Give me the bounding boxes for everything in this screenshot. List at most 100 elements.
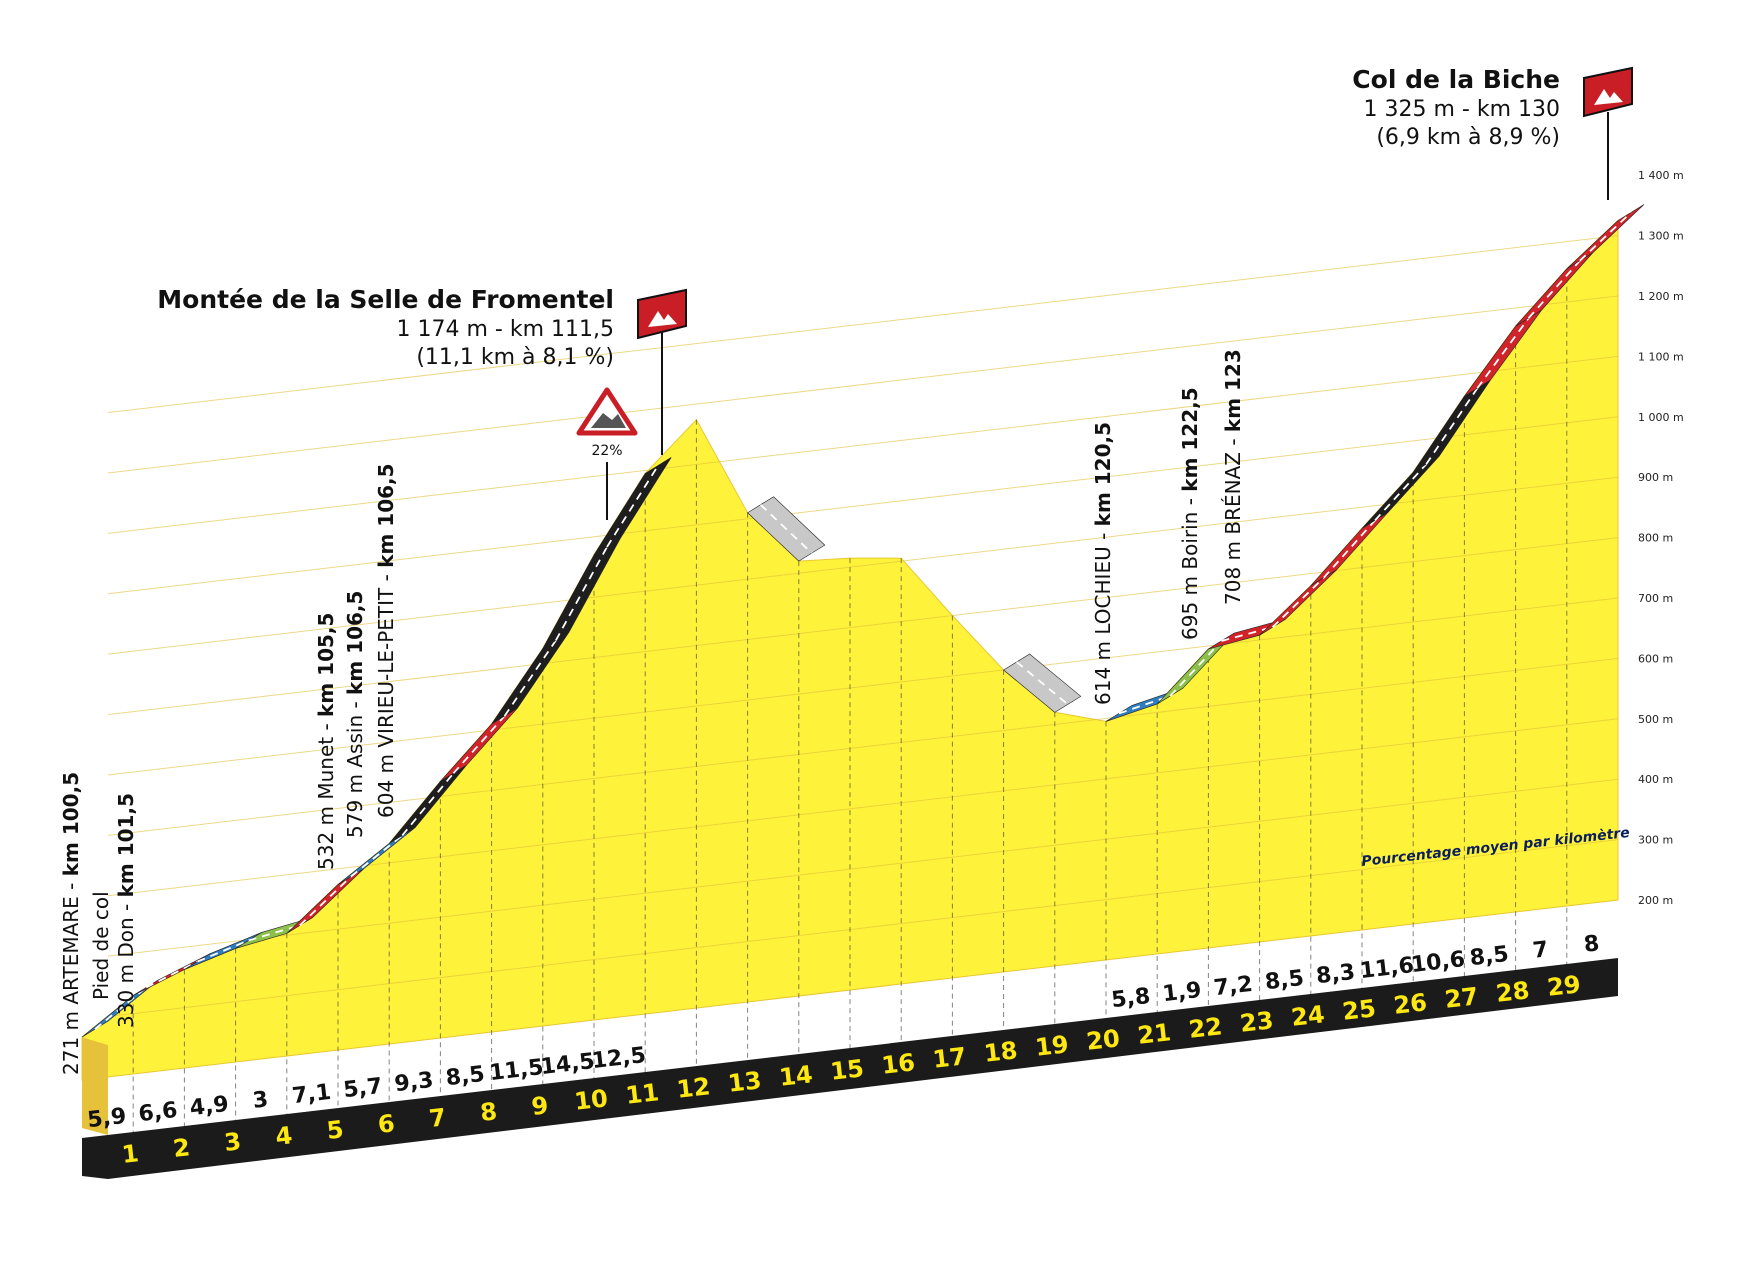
km-gradient-value: 1,9 — [1161, 978, 1203, 1007]
road-centerline — [94, 986, 147, 1030]
road-centerline — [1579, 211, 1632, 262]
road-centerline — [1016, 661, 1069, 706]
km-gradient-value: 5,7 — [342, 1074, 384, 1103]
grid-line-horizontal — [107, 235, 1619, 414]
place-label-boirin: 695 m Boirin - km 122,5 — [1178, 387, 1202, 640]
km-gradient-value: 11,6 — [1358, 953, 1415, 984]
km-marker: 22 — [1187, 1012, 1223, 1044]
road-centerline — [1169, 640, 1223, 697]
km-gradient-value: 5,9 — [86, 1104, 128, 1133]
km-gradient-value: 12,5 — [590, 1043, 647, 1074]
y-tick-label: 1 100 m — [1638, 350, 1684, 363]
grid-line-horizontal — [107, 476, 1619, 655]
road-centerline — [1476, 317, 1530, 389]
climb-2-name: Col de la Biche — [1352, 65, 1560, 94]
grid-line-horizontal — [107, 657, 1619, 836]
grid-line-horizontal — [107, 718, 1619, 897]
km-marker: 23 — [1239, 1006, 1275, 1038]
km-marker: 19 — [1034, 1030, 1070, 1062]
road-centerline — [350, 834, 403, 878]
km-gradient-value: 4,9 — [188, 1092, 230, 1121]
km-marker: 17 — [931, 1042, 967, 1074]
profile-grid — [107, 235, 1619, 1132]
km-marker: 29 — [1546, 970, 1582, 1002]
place-label-lochieu: 614 m LOCHIEU - km 120,5 — [1091, 422, 1115, 705]
km-marker: 28 — [1495, 976, 1531, 1008]
road-centerline — [145, 960, 198, 989]
profile-base — [82, 958, 1618, 1179]
km-marker: 27 — [1443, 982, 1479, 1014]
gradient-segments — [81, 204, 1645, 1038]
y-axis-ticks: 200 m 300 m 400 m 500 m 600 m 700 m 800 m 900 m… — [1638, 169, 1684, 907]
grid-line-horizontal — [107, 537, 1619, 716]
place-label-don: 330 m Don - km 101,5 — [114, 793, 138, 1028]
mountain-flag-icon — [1583, 66, 1633, 118]
km-marker: 8 — [479, 1097, 499, 1127]
y-tick-label: 600 m — [1638, 652, 1673, 665]
km-marker: 21 — [1136, 1018, 1172, 1050]
y-tick-label: 1 300 m — [1638, 230, 1684, 243]
place-label-artemare: 271 m ARTEMARE - km 100,5 — [59, 772, 83, 1075]
y-tick-label: 500 m — [1638, 713, 1673, 726]
km-gradient-value: 6,6 — [137, 1098, 179, 1127]
road-centerline — [197, 939, 249, 963]
grid-line-horizontal — [107, 597, 1619, 776]
km-marker: 9 — [530, 1091, 550, 1121]
y-tick-label: 700 m — [1638, 592, 1673, 605]
climb-1-summit: Montée de la Selle de Fromentel 1 174 m … — [157, 285, 687, 455]
km-marker: 24 — [1290, 1000, 1326, 1032]
grid-line-horizontal — [107, 295, 1619, 474]
road-centerline — [555, 546, 608, 641]
place-label-assin: 579 m Assin - km 106,5 — [343, 591, 367, 838]
climb-2-length-grade: (6,9 km à 8,9 %) — [1376, 125, 1560, 150]
km-gradient-value: 8,5 — [1264, 966, 1306, 995]
grid-line-horizontal — [107, 839, 1619, 1018]
place-label-brenaz: 708 m BRÉNAZ - km 123 — [1221, 349, 1245, 605]
km-gradient-value: 11,5 — [488, 1055, 545, 1086]
km-marker: 26 — [1392, 988, 1428, 1020]
place-label-munet: 532 m Munet - km 105,5 — [314, 613, 338, 870]
km-gradient-value: 8,5 — [1468, 942, 1510, 971]
road-centerline — [1374, 463, 1427, 521]
place-label-pied-de-col: Pied de col — [89, 891, 113, 1000]
km-marker: 11 — [624, 1078, 660, 1110]
km-marker: 10 — [573, 1084, 609, 1116]
road-centerline — [1425, 387, 1479, 465]
y-tick-label: 900 m — [1638, 471, 1673, 484]
steep-sign-label: 22% — [591, 443, 622, 459]
km-marker: 1 — [120, 1139, 140, 1169]
y-tick-label: 200 m — [1638, 894, 1673, 907]
place-labels: 271 m ARTEMARE - km 100,5 Pied de col 33… — [59, 349, 1245, 1075]
km-marker: 18 — [983, 1036, 1019, 1068]
mountain-flag-icon — [637, 288, 687, 340]
climb-1-name: Montée de la Selle de Fromentel — [157, 285, 614, 314]
km-gradient-value: 8,5 — [444, 1062, 486, 1091]
km-gradient-value: 10,6 — [1410, 947, 1467, 978]
place-label-virieu: 604 m VIRIEU-LE-PETIT - km 106,5 — [374, 463, 398, 818]
climb-1-altitude-km: 1 174 m - km 111,5 — [397, 317, 614, 342]
km-gradient-value: 7,2 — [1212, 972, 1254, 1001]
km-marker: 16 — [880, 1048, 916, 1080]
km-marker: 13 — [727, 1066, 763, 1098]
y-tick-label: 1 200 m — [1638, 290, 1684, 303]
km-marker: 4 — [274, 1121, 294, 1151]
km-gradient-value: 8,3 — [1315, 960, 1357, 989]
km-marker: 25 — [1341, 994, 1377, 1026]
km-gradient-value: 8 — [1583, 931, 1601, 958]
km-gradient-value: 9,3 — [393, 1068, 435, 1097]
road-centerline — [606, 464, 659, 548]
climb-2-summit: Col de la Biche 1 325 m - km 130 (6,9 km… — [1352, 65, 1633, 200]
road-centerline — [1221, 626, 1273, 642]
climb-1-length-grade: (11,1 km à 8,1 %) — [416, 345, 614, 370]
km-marker: 20 — [1085, 1024, 1121, 1056]
grid-line-horizontal — [107, 355, 1619, 534]
grid-line-horizontal — [107, 778, 1619, 957]
y-tick-label: 800 m — [1638, 532, 1673, 545]
km-marker: 2 — [172, 1133, 192, 1163]
road-centerline — [503, 639, 557, 717]
grid-line-horizontal — [107, 416, 1619, 595]
km-marker: 15 — [829, 1054, 865, 1086]
km-band — [82, 958, 1618, 1179]
km-gradient-value: 7,1 — [291, 1080, 333, 1109]
